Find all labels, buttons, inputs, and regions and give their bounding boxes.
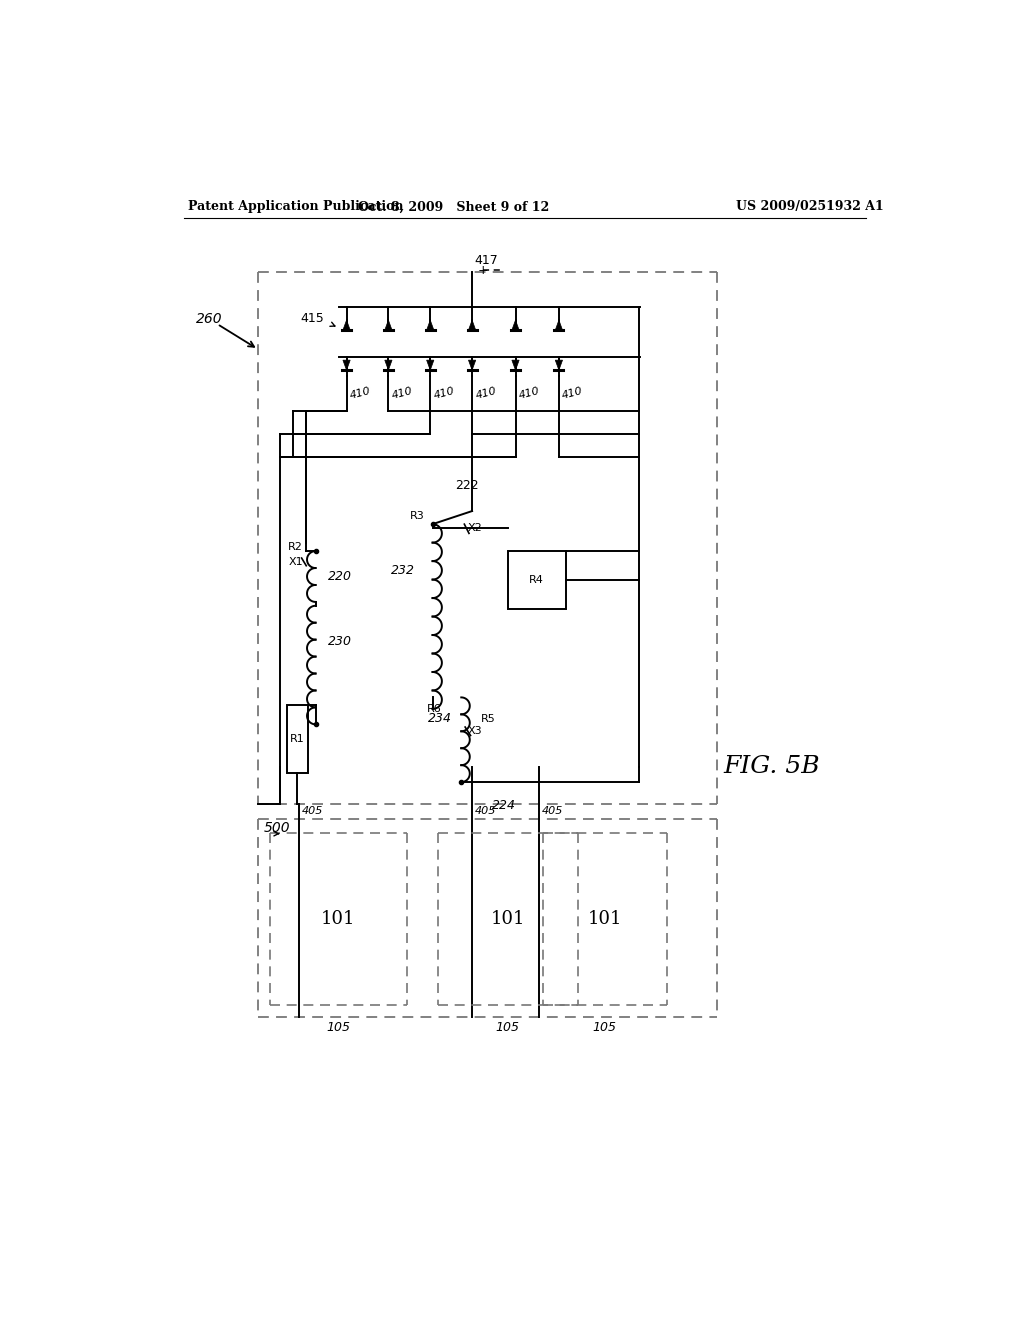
Polygon shape [512, 321, 519, 330]
Text: 410: 410 [349, 385, 372, 401]
Text: 101: 101 [588, 911, 622, 928]
Text: R4: R4 [529, 576, 544, 585]
Polygon shape [555, 360, 562, 370]
Text: +: + [477, 264, 488, 277]
Text: 410: 410 [391, 385, 414, 401]
Text: Patent Application Publication: Patent Application Publication [188, 201, 403, 214]
Text: 105: 105 [496, 1020, 520, 1034]
Text: 105: 105 [593, 1020, 616, 1034]
Text: R3: R3 [410, 511, 425, 521]
Text: 232: 232 [391, 564, 415, 577]
Bar [508, 552, 566, 609]
Text: R6: R6 [427, 704, 442, 714]
Text: 410: 410 [474, 385, 498, 401]
Text: FIG. 5B: FIG. 5B [723, 755, 819, 779]
Text: 410: 410 [518, 385, 541, 401]
Text: R1: R1 [290, 734, 305, 744]
Text: X1: X1 [289, 557, 303, 566]
Text: R2: R2 [289, 543, 303, 552]
Polygon shape [385, 360, 392, 370]
Text: US 2009/0251932 A1: US 2009/0251932 A1 [735, 201, 884, 214]
Text: 500: 500 [263, 821, 290, 836]
Text: 222: 222 [455, 479, 478, 492]
Polygon shape [427, 321, 434, 330]
Polygon shape [468, 360, 476, 370]
Text: 224: 224 [493, 799, 516, 812]
Polygon shape [343, 321, 350, 330]
Text: 101: 101 [322, 911, 355, 928]
Text: 230: 230 [328, 635, 352, 648]
Text: 410: 410 [561, 385, 585, 401]
Text: 405: 405 [302, 805, 323, 816]
Text: 234: 234 [428, 711, 452, 725]
Text: 417: 417 [474, 253, 498, 267]
Text: X2: X2 [467, 523, 482, 533]
Text: 415: 415 [300, 312, 324, 325]
Polygon shape [343, 360, 350, 370]
Text: 260: 260 [197, 312, 223, 326]
Text: 101: 101 [490, 911, 525, 928]
Polygon shape [468, 321, 476, 330]
Text: 405: 405 [475, 805, 497, 816]
Text: 410: 410 [432, 385, 456, 401]
Text: R5: R5 [480, 714, 496, 723]
Bar [287, 705, 308, 774]
Text: X3: X3 [467, 726, 482, 737]
Polygon shape [512, 360, 519, 370]
Text: 220: 220 [328, 570, 352, 583]
Polygon shape [385, 321, 392, 330]
Polygon shape [555, 321, 562, 330]
Text: 405: 405 [542, 805, 563, 816]
Text: Oct. 8, 2009   Sheet 9 of 12: Oct. 8, 2009 Sheet 9 of 12 [357, 201, 549, 214]
Polygon shape [427, 360, 434, 370]
Text: 105: 105 [327, 1020, 350, 1034]
